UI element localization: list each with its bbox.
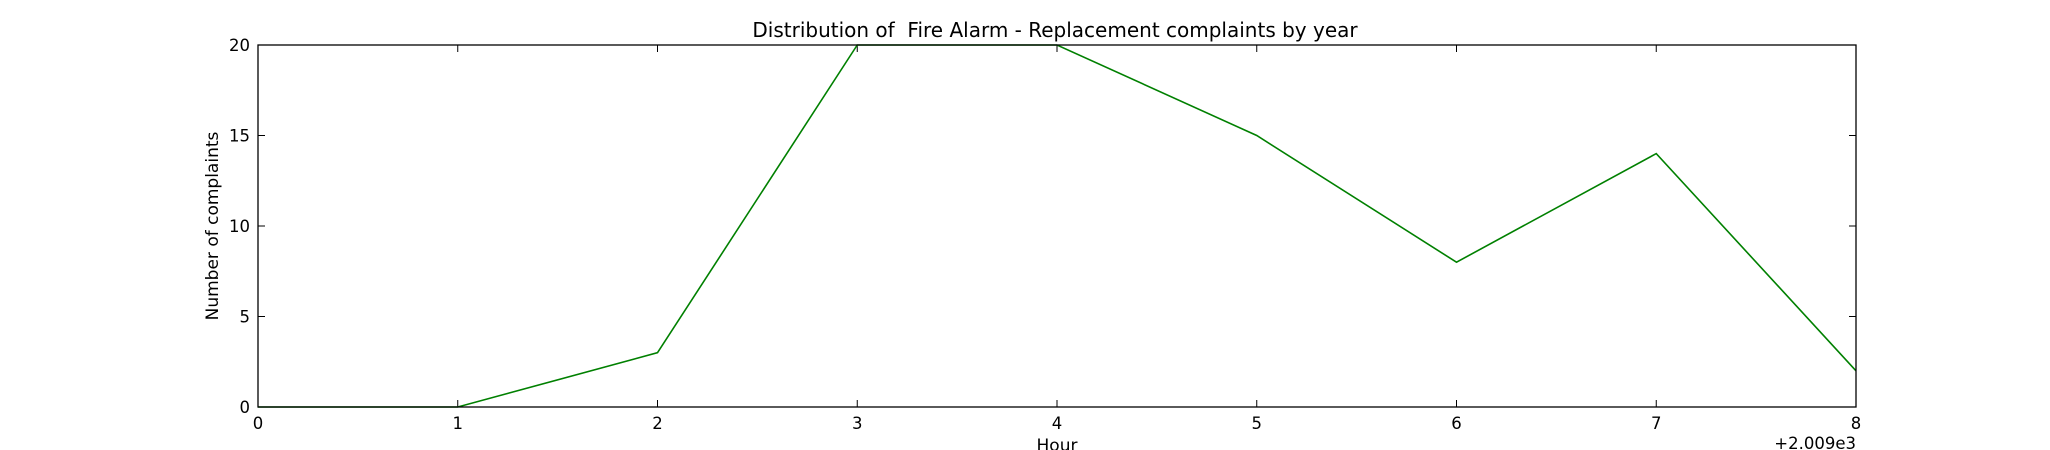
chart-title: Distribution of Fire Alarm - Replacement… — [752, 18, 1358, 42]
x-tick-label: 0 — [253, 414, 264, 433]
x-tick-label: 8 — [1851, 414, 1862, 433]
x-tick-label: 2 — [652, 414, 663, 433]
y-tick-label: 20 — [229, 36, 250, 55]
y-tick-label: 15 — [229, 127, 250, 146]
x-axis-label: Hour — [1037, 436, 1078, 450]
x-tick-label: 7 — [1651, 414, 1662, 433]
x-tick-label: 6 — [1451, 414, 1462, 433]
plot-area — [258, 45, 1856, 407]
y-tick-label: 5 — [240, 308, 251, 327]
x-tick-label: 3 — [852, 414, 863, 433]
y-tick-label: 0 — [240, 398, 251, 417]
x-tick-label: 1 — [453, 414, 464, 433]
y-axis-label: Number of complaints — [203, 131, 223, 320]
x-axis-ticks: 0 1 2 3 4 5 6 7 8 — [253, 45, 1862, 433]
y-tick-label: 10 — [229, 217, 250, 236]
x-tick-label: 5 — [1252, 414, 1263, 433]
x-offset-label: +2.009e3 — [1774, 434, 1856, 450]
plot-frame — [257, 44, 1857, 408]
x-tick-label: 4 — [1052, 414, 1063, 433]
